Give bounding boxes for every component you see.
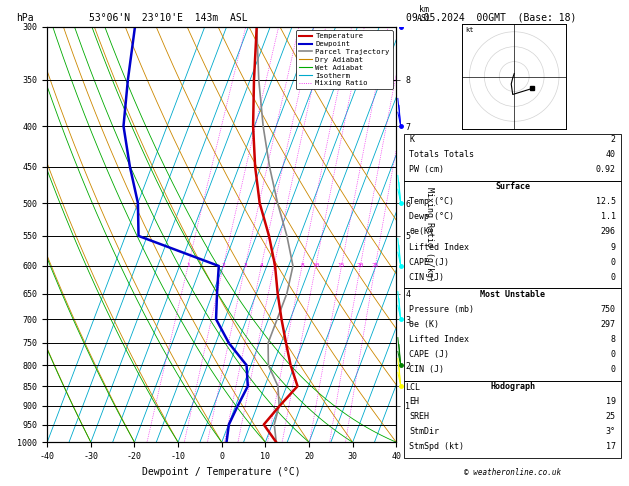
Text: CIN (J): CIN (J) bbox=[409, 365, 445, 374]
Text: 0: 0 bbox=[611, 258, 616, 267]
Text: K: K bbox=[409, 135, 415, 144]
Text: Most Unstable: Most Unstable bbox=[480, 290, 545, 299]
Y-axis label: Mixing Ratio (g/kg): Mixing Ratio (g/kg) bbox=[425, 187, 434, 282]
Text: Temp (°C): Temp (°C) bbox=[409, 197, 455, 207]
Text: Dewp (°C): Dewp (°C) bbox=[409, 212, 455, 222]
Text: SREH: SREH bbox=[409, 412, 430, 421]
Text: 5: 5 bbox=[272, 263, 276, 268]
Text: θe(K): θe(K) bbox=[409, 227, 435, 237]
Text: Lifted Index: Lifted Index bbox=[409, 243, 469, 252]
Text: CIN (J): CIN (J) bbox=[409, 273, 445, 282]
Text: StmSpd (kt): StmSpd (kt) bbox=[409, 442, 464, 451]
Text: 20: 20 bbox=[357, 263, 364, 268]
Text: 3: 3 bbox=[243, 263, 247, 268]
Legend: Temperature, Dewpoint, Parcel Trajectory, Dry Adiabat, Wet Adiabat, Isotherm, Mi: Temperature, Dewpoint, Parcel Trajectory… bbox=[296, 30, 392, 89]
Text: hPa: hPa bbox=[16, 13, 33, 22]
Text: 8: 8 bbox=[300, 263, 304, 268]
Text: PW (cm): PW (cm) bbox=[409, 165, 445, 174]
Text: Surface: Surface bbox=[495, 182, 530, 191]
Text: 0: 0 bbox=[611, 365, 616, 374]
Text: 0: 0 bbox=[611, 350, 616, 359]
Text: 25: 25 bbox=[372, 263, 379, 268]
Text: 9: 9 bbox=[611, 243, 616, 252]
Text: kt: kt bbox=[465, 27, 474, 33]
Text: EH: EH bbox=[409, 397, 420, 406]
Text: CAPE (J): CAPE (J) bbox=[409, 258, 450, 267]
Text: 0.92: 0.92 bbox=[596, 165, 616, 174]
Text: 0: 0 bbox=[611, 273, 616, 282]
Text: 1: 1 bbox=[186, 263, 190, 268]
Text: 53°06'N  23°10'E  143m  ASL: 53°06'N 23°10'E 143m ASL bbox=[89, 13, 248, 22]
Text: Lifted Index: Lifted Index bbox=[409, 335, 469, 344]
Text: Pressure (mb): Pressure (mb) bbox=[409, 305, 474, 314]
Text: 15: 15 bbox=[338, 263, 345, 268]
Text: 297: 297 bbox=[601, 320, 616, 329]
Text: 09.05.2024  00GMT  (Base: 18): 09.05.2024 00GMT (Base: 18) bbox=[406, 12, 576, 22]
Text: 8: 8 bbox=[611, 335, 616, 344]
Text: θe (K): θe (K) bbox=[409, 320, 440, 329]
Text: 25: 25 bbox=[606, 412, 616, 421]
Text: km
ASL: km ASL bbox=[416, 4, 431, 22]
Text: 40: 40 bbox=[606, 150, 616, 159]
Text: 12.5: 12.5 bbox=[596, 197, 616, 207]
Text: 3°: 3° bbox=[606, 427, 616, 436]
Text: CAPE (J): CAPE (J) bbox=[409, 350, 450, 359]
Text: StmDir: StmDir bbox=[409, 427, 440, 436]
Text: 1.1: 1.1 bbox=[601, 212, 616, 222]
Text: 17: 17 bbox=[606, 442, 616, 451]
Text: 4: 4 bbox=[259, 263, 263, 268]
Text: 296: 296 bbox=[601, 227, 616, 237]
Text: 2: 2 bbox=[221, 263, 225, 268]
Text: © weatheronline.co.uk: © weatheronline.co.uk bbox=[464, 468, 561, 477]
Text: 10: 10 bbox=[312, 263, 320, 268]
Text: 19: 19 bbox=[606, 397, 616, 406]
Text: Hodograph: Hodograph bbox=[490, 382, 535, 391]
Text: 750: 750 bbox=[601, 305, 616, 314]
X-axis label: Dewpoint / Temperature (°C): Dewpoint / Temperature (°C) bbox=[142, 467, 301, 477]
Text: Totals Totals: Totals Totals bbox=[409, 150, 474, 159]
Text: 2: 2 bbox=[611, 135, 616, 144]
